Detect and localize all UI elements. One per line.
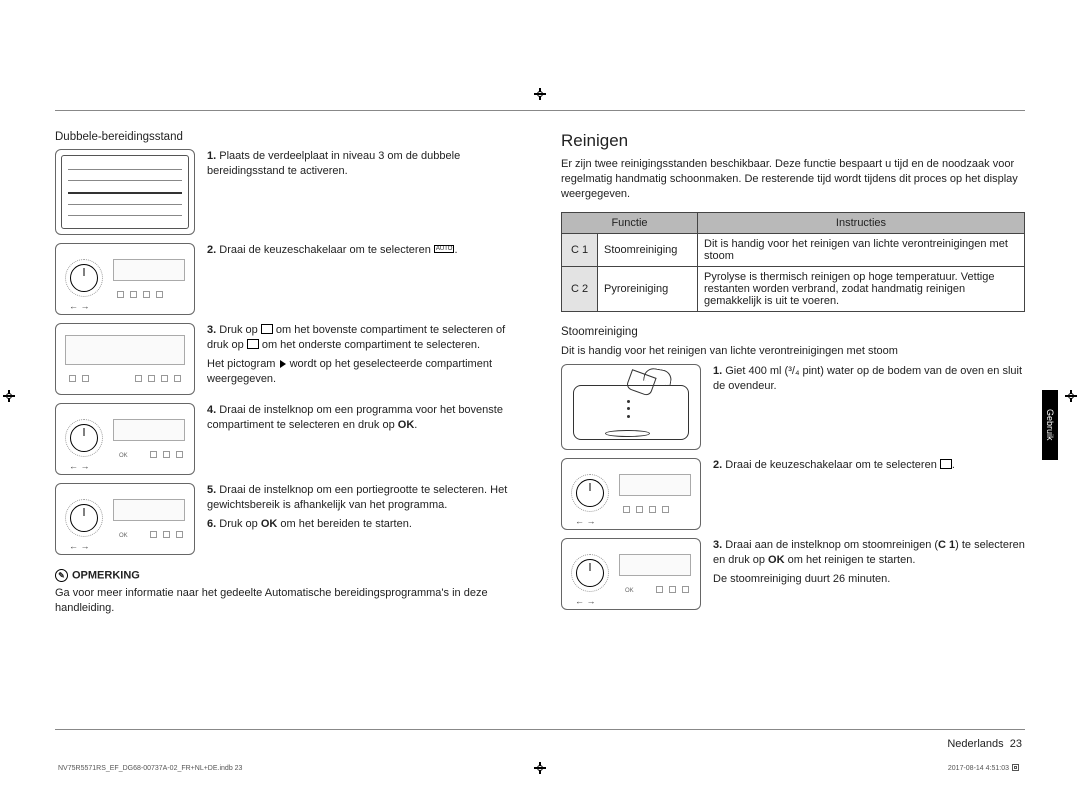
left-step-1: 1. Plaats de verdeelplaat in niveau 3 om… [55, 149, 519, 235]
th-instructions: Instructies [698, 212, 1025, 233]
page-content: Dubbele-bereidingsstand 1. Plaats de ver… [55, 110, 1025, 730]
right-step-3d: om het reinigen te starten. [788, 554, 916, 566]
right-step-1a: Giet 400 ml ( [725, 365, 788, 377]
right-step-2-text: Draai de keuzeschakelaar om te selectere… [725, 459, 937, 471]
function-table: Functie Instructies C 1 Stoomreiniging D… [561, 212, 1025, 312]
left-step-5-text: Draai de instelknop om een portiegrootte… [207, 484, 507, 511]
left-step-3a: Druk op [219, 324, 258, 336]
registration-mark-right [1065, 390, 1077, 402]
steam-intro: Dit is handig voor het reinigen van lich… [561, 344, 1025, 359]
left-step-6b: om het bereiden te starten. [280, 518, 411, 530]
left-step-2: ← → 2. Draai de keuzeschakelaar om te se… [55, 243, 519, 315]
note-heading: ✎OPMERKING [55, 569, 519, 582]
cell-c2-instr: Pyrolyse is thermisch reinigen op hoge t… [698, 266, 1025, 311]
right-step-3e: De stoomreiniging duurt 26 minuten. [713, 572, 1025, 587]
left-step-6a: Druk op [219, 518, 258, 530]
registration-mark-top [534, 88, 546, 100]
left-step-3c: om het onderste compartiment te selecter… [262, 339, 480, 351]
note-icon: ✎ [55, 569, 68, 582]
ok-label: OK [398, 419, 415, 431]
left-step-4-text: Draai de instelknop om een programma voo… [207, 404, 503, 431]
cell-c1-code: C 1 [562, 233, 598, 266]
right-step-2: ← → 2. Draai de keuzeschakelaar om te se… [561, 458, 1025, 530]
left-heading: Dubbele-bereidingsstand [55, 131, 519, 143]
footer-mark-icon [1012, 764, 1019, 771]
auto-icon: AUTO [434, 245, 455, 253]
th-function: Functie [562, 212, 698, 233]
steam-heading: Stoomreiniging [561, 326, 1025, 338]
table-row: C 2 Pyroreiniging Pyrolyse is thermisch … [562, 266, 1025, 311]
registration-mark-bottom [534, 762, 546, 774]
right-step-3a: Draai aan de instelknop om stoomreinigen… [725, 539, 938, 551]
ok-label-3: OK [768, 554, 785, 566]
figure-panel-program: ← → OK [55, 403, 195, 475]
figure-oven-rack [55, 149, 195, 235]
registration-mark-left [3, 390, 15, 402]
left-step-2-text: Draai de keuzeschakelaar om te selectere… [219, 244, 431, 256]
right-column: Reinigen Er zijn twee reinigingsstanden … [555, 131, 1025, 715]
cell-c2-code: C 2 [562, 266, 598, 311]
cell-c1-instr: Dit is handig voor het reinigen van lich… [698, 233, 1025, 266]
left-step-3d: Het pictogram [207, 358, 275, 370]
left-step-5: ← → OK 5. Draai de instelknop om een por… [55, 483, 519, 555]
left-step-1-text: Plaats de verdeelplaat in niveau 3 om de… [207, 150, 460, 177]
upper-compartment-icon [261, 324, 273, 334]
footer-timestamp: 2017-08-14 4:51:03 [948, 763, 1022, 772]
figure-panel-clean-select: ← → [561, 458, 701, 530]
table-row: C 1 Stoomreiniging Dit is handig voor he… [562, 233, 1025, 266]
right-heading: Reinigen [561, 131, 1025, 151]
right-step-3: ← → OK 3. Draai aan de instelknop om sto… [561, 538, 1025, 610]
cell-c2-name: Pyroreiniging [598, 266, 698, 311]
left-step-3: 3. Druk op om het bovenste compartiment … [55, 323, 519, 395]
cell-c1-name: Stoomreiniging [598, 233, 698, 266]
lower-compartment-icon [247, 339, 259, 349]
right-step-1: 1. Giet 400 ml (³/₄ pint) water op de bo… [561, 364, 1025, 450]
ok-label-2: OK [261, 518, 278, 530]
left-step-4: ← → OK 4. Draai de instelknop om een pro… [55, 403, 519, 475]
note-text: Ga voor meer informatie naar het gedeelt… [55, 586, 519, 616]
figure-panel-compartment [55, 323, 195, 395]
right-step-3-code: C 1 [938, 539, 955, 551]
page-number: Nederlands 23 [947, 738, 1022, 750]
figure-pour-water [561, 364, 701, 450]
footer-filename: NV75R5571RS_EF_DG68-00737A-02_FR+NL+DE.i… [58, 765, 242, 772]
right-step-1-fraction: ³/₄ [788, 365, 799, 377]
left-column: Dubbele-bereidingsstand 1. Plaats de ver… [55, 131, 525, 715]
section-tab: Gebruik [1042, 390, 1058, 460]
figure-panel-select: ← → [55, 243, 195, 315]
selected-indicator-icon [280, 360, 286, 368]
figure-panel-portion: ← → OK [55, 483, 195, 555]
figure-panel-clean-start: ← → OK [561, 538, 701, 610]
clean-mode-icon [940, 459, 952, 469]
right-intro: Er zijn twee reinigingsstanden beschikba… [561, 157, 1025, 202]
